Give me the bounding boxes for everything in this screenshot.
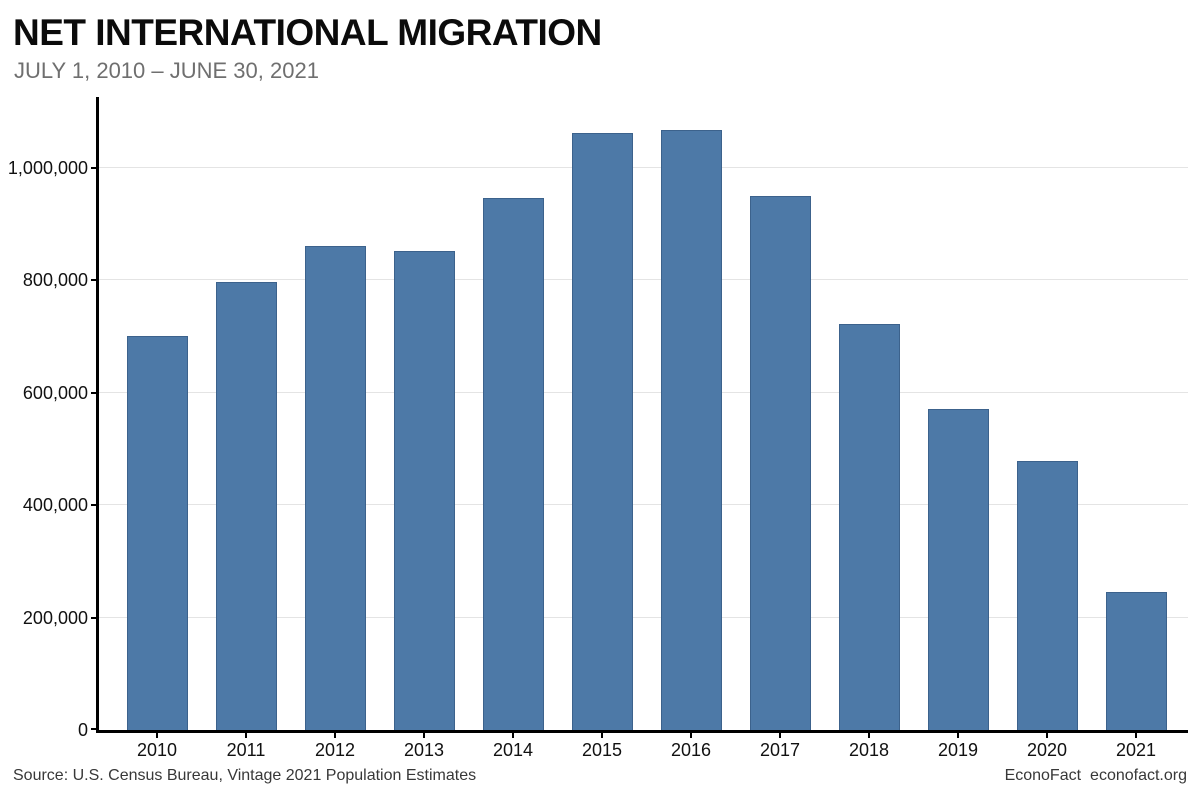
x-axis-label-2011: 2011	[226, 740, 266, 760]
x-axis-label-2016: 2016	[670, 740, 712, 760]
chart-title: NET INTERNATIONAL MIGRATION	[13, 12, 602, 53]
x-tick-2010	[156, 733, 158, 738]
chart-subtitle: JULY 1, 2010 – JUNE 30, 2021	[14, 58, 319, 83]
y-axis-label-0: 0	[77, 720, 88, 740]
bar-2013	[393, 251, 455, 730]
x-tick-2013	[423, 733, 425, 738]
bar-2014	[482, 198, 544, 730]
x-tick-2018	[868, 733, 870, 738]
bar-2010	[126, 336, 188, 730]
gridline-400000	[99, 504, 1188, 505]
y-axis-label-600000: 600,000	[22, 383, 88, 403]
x-axis-label-2019: 2019	[937, 740, 979, 760]
y-tick-0	[91, 728, 96, 730]
x-axis-label-2015: 2015	[581, 740, 623, 760]
x-tick-2012	[334, 733, 336, 738]
plot-area	[91, 97, 1188, 733]
bar-2018	[838, 324, 900, 730]
y-axis-label-800000: 800,000	[22, 270, 88, 290]
x-axis-label-2013: 2013	[403, 740, 445, 760]
y-axis-label-200000: 200,000	[22, 608, 88, 628]
x-axis-label-2017: 2017	[759, 740, 801, 760]
brand-site: econofact.org	[1090, 767, 1187, 784]
x-axis-label-2021: 2021	[1115, 740, 1157, 760]
x-axis-label-2018: 2018	[848, 740, 890, 760]
y-axis-label-400000: 400,000	[22, 495, 88, 515]
bar-2011	[215, 282, 277, 730]
y-tick-800000	[91, 279, 96, 281]
x-tick-2016	[690, 733, 692, 738]
x-tick-2015	[601, 733, 603, 738]
y-tick-600000	[91, 392, 96, 394]
brand-line: EconoFact econofact.org	[1005, 765, 1187, 786]
y-tick-400000	[91, 504, 96, 506]
x-tick-2017	[779, 733, 781, 738]
x-tick-2019	[957, 733, 959, 738]
gridline-1000000	[99, 167, 1188, 168]
x-tick-2014	[512, 733, 514, 738]
gridline-200000	[99, 617, 1188, 618]
source-note: Source: U.S. Census Bureau, Vintage 2021…	[13, 767, 477, 784]
x-tick-2021	[1135, 733, 1137, 738]
y-tick-200000	[91, 617, 96, 619]
x-axis-label-2014: 2014	[492, 740, 534, 760]
x-axis-label-2020: 2020	[1026, 740, 1068, 760]
gridline-600000	[99, 392, 1188, 393]
bar-2021	[1105, 592, 1167, 730]
x-tick-2020	[1046, 733, 1048, 738]
x-tick-2011	[245, 733, 247, 738]
bar-2015	[571, 133, 633, 730]
bar-2019	[927, 409, 989, 730]
y-axis-label-1000000: 1,000,000	[7, 158, 88, 178]
bar-2012	[304, 246, 366, 730]
bar-2017	[749, 196, 811, 730]
x-axis-label-2010: 2010	[136, 740, 178, 760]
y-tick-1000000	[91, 167, 96, 169]
gridline-800000	[99, 279, 1188, 280]
bar-2020	[1016, 461, 1078, 730]
brand-name: EconoFact	[1004, 767, 1082, 784]
x-axis-label-2012: 2012	[314, 740, 356, 760]
bar-2016	[660, 130, 722, 730]
